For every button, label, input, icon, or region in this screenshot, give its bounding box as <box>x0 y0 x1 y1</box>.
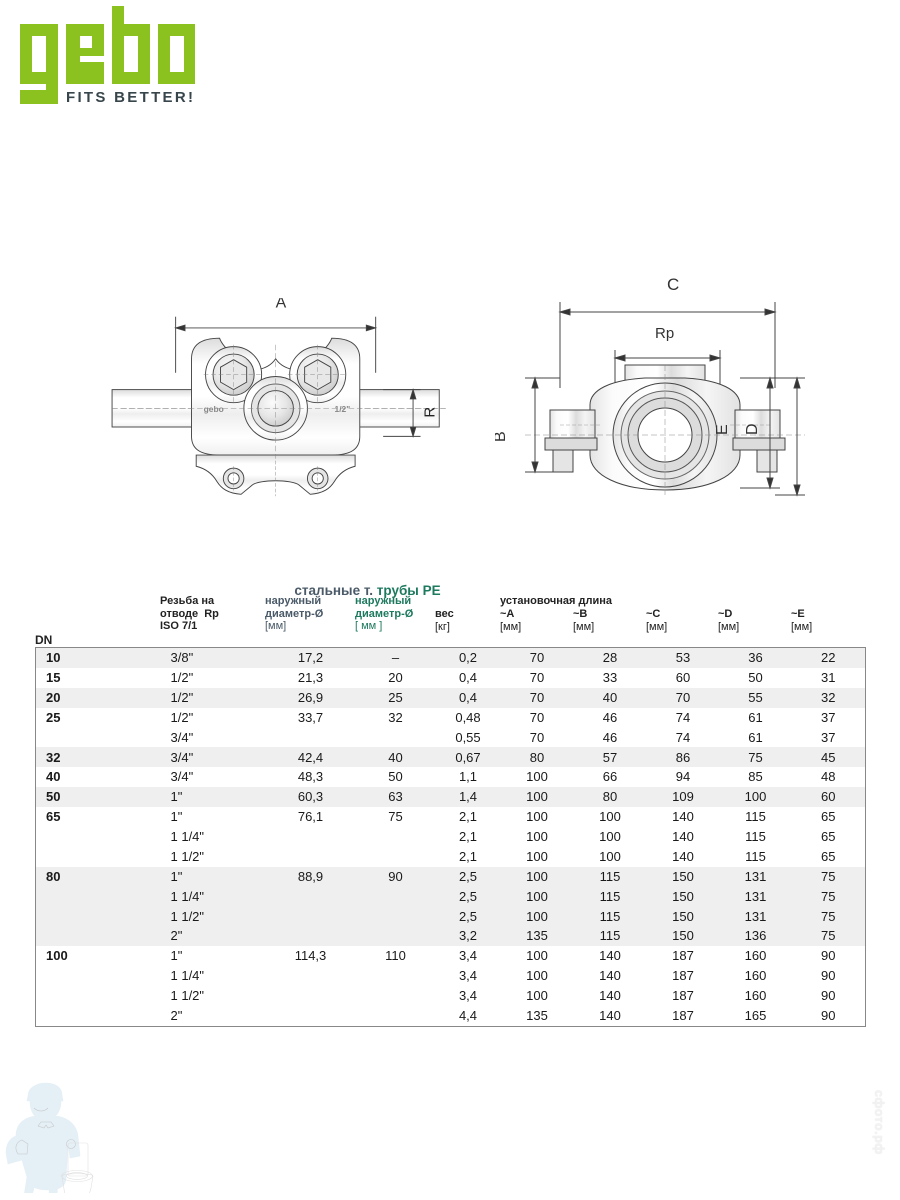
svg-text:D: D <box>744 423 761 435</box>
svg-text:B: B <box>495 431 509 442</box>
svg-text:gebo: gebo <box>204 404 224 414</box>
svg-text:R: R <box>422 407 439 418</box>
svg-text:FITS BETTER!: FITS BETTER! <box>66 89 195 106</box>
svg-text:Rp: Rp <box>655 325 674 342</box>
svg-text:1/2": 1/2" <box>335 404 351 414</box>
svg-text:E: E <box>714 424 731 435</box>
svg-text:A: A <box>276 298 287 311</box>
svg-text:C: C <box>667 275 679 294</box>
